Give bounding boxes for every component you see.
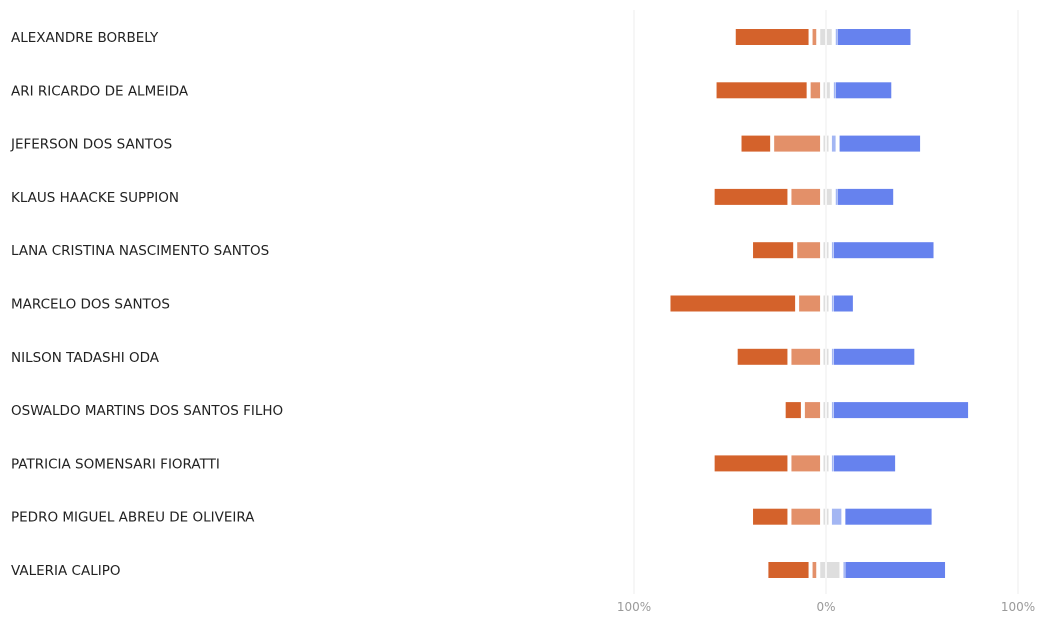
bar-segment (804, 402, 821, 419)
bar-segment (839, 135, 921, 152)
bar-segment (735, 29, 809, 45)
row-label: MARCELO DOS SANTOS (11, 297, 170, 313)
bar-segment (845, 508, 932, 525)
bar-segment (831, 348, 834, 365)
bar-segment (833, 295, 853, 312)
bar-segment (835, 188, 838, 205)
row-label: OSWALDO MARTINS DOS SANTOS FILHO (11, 403, 283, 419)
bar-segment (833, 242, 934, 259)
bar-segment (823, 402, 825, 419)
bar-segment (831, 402, 834, 419)
bar-segment (835, 29, 838, 45)
bar-segment (823, 135, 825, 152)
bar-segment (827, 348, 829, 365)
row-label: NILSON TADASHI ODA (11, 350, 160, 366)
bar-segment (827, 188, 832, 205)
row-label: PATRICIA SOMENSARI FIORATTI (11, 456, 220, 472)
bar-segment (831, 295, 834, 312)
bar-segment (741, 135, 771, 152)
bar-segment (827, 295, 829, 312)
bar-segment (827, 29, 832, 45)
bar-segment (823, 242, 825, 259)
bar-segment (827, 242, 829, 259)
row-label: ARI RICARDO DE ALMEIDA (11, 83, 189, 99)
bar-segment (823, 508, 825, 525)
x-tick-label: 100% (1001, 600, 1035, 614)
bar-segment (810, 82, 821, 99)
bar-segment (833, 82, 836, 99)
row-labels: ALEXANDRE BORBELY ARI RICARDO DE ALMEIDA J… (10, 30, 283, 579)
bar-segment (831, 508, 842, 525)
row-label: LANA CRISTINA NASCIMENTO SANTOS (11, 243, 269, 259)
bar-segment (737, 348, 788, 365)
bar-segment (843, 562, 845, 578)
row-label: VALERIA CALIPO (11, 563, 120, 579)
x-axis-ticks: 100% 0% 100% (617, 600, 1035, 614)
bar-segment (827, 82, 830, 99)
bar-segment (827, 508, 829, 525)
bar-segment (833, 455, 896, 472)
bar-segment (791, 188, 821, 205)
bar-segment (812, 29, 817, 45)
bar-segment (827, 455, 829, 472)
bar-segment (774, 135, 821, 152)
bar-segment (833, 402, 969, 419)
bar-segment (823, 455, 825, 472)
bar-segment (823, 188, 825, 205)
bar-segment (768, 562, 809, 578)
x-tick-label: 0% (816, 600, 835, 614)
bar-segment (827, 135, 829, 152)
bar-segment (714, 188, 788, 205)
bar-segment (799, 295, 821, 312)
bar-segment (791, 455, 821, 472)
bar-segment (753, 242, 794, 259)
bar-segment (753, 508, 788, 525)
bar-segment (833, 348, 915, 365)
bar-segment (791, 348, 821, 365)
bar-segment (837, 29, 911, 45)
bar-segment (827, 402, 829, 419)
bar-segment (714, 455, 788, 472)
row-label: ALEXANDRE BORBELY (11, 30, 159, 46)
row-label: JEFERSON DOS SANTOS (10, 137, 172, 153)
bar-segment (823, 82, 825, 99)
bar-segment (812, 562, 817, 578)
bar-segment (845, 562, 946, 578)
row-label: PEDRO MIGUEL ABREU DE OLIVEIRA (11, 510, 255, 526)
bar-segment (785, 402, 801, 419)
bar-segment (835, 82, 892, 99)
bar-segment (670, 295, 796, 312)
bar-segment (797, 242, 821, 259)
bar-segment (820, 29, 825, 45)
x-tick-label: 100% (617, 600, 651, 614)
bar-segment (837, 188, 894, 205)
row-label: KLAUS HAACKE SUPPION (11, 190, 179, 206)
bars (670, 29, 969, 578)
bar-segment (820, 562, 825, 578)
bar-segment (831, 455, 834, 472)
bar-segment (716, 82, 807, 99)
bar-segment (831, 242, 834, 259)
bar-segment (791, 508, 821, 525)
bar-segment (831, 135, 836, 152)
bar-segment (827, 562, 840, 578)
bar-segment (823, 348, 825, 365)
grid-lines (633, 10, 1019, 594)
bar-segment (823, 295, 825, 312)
